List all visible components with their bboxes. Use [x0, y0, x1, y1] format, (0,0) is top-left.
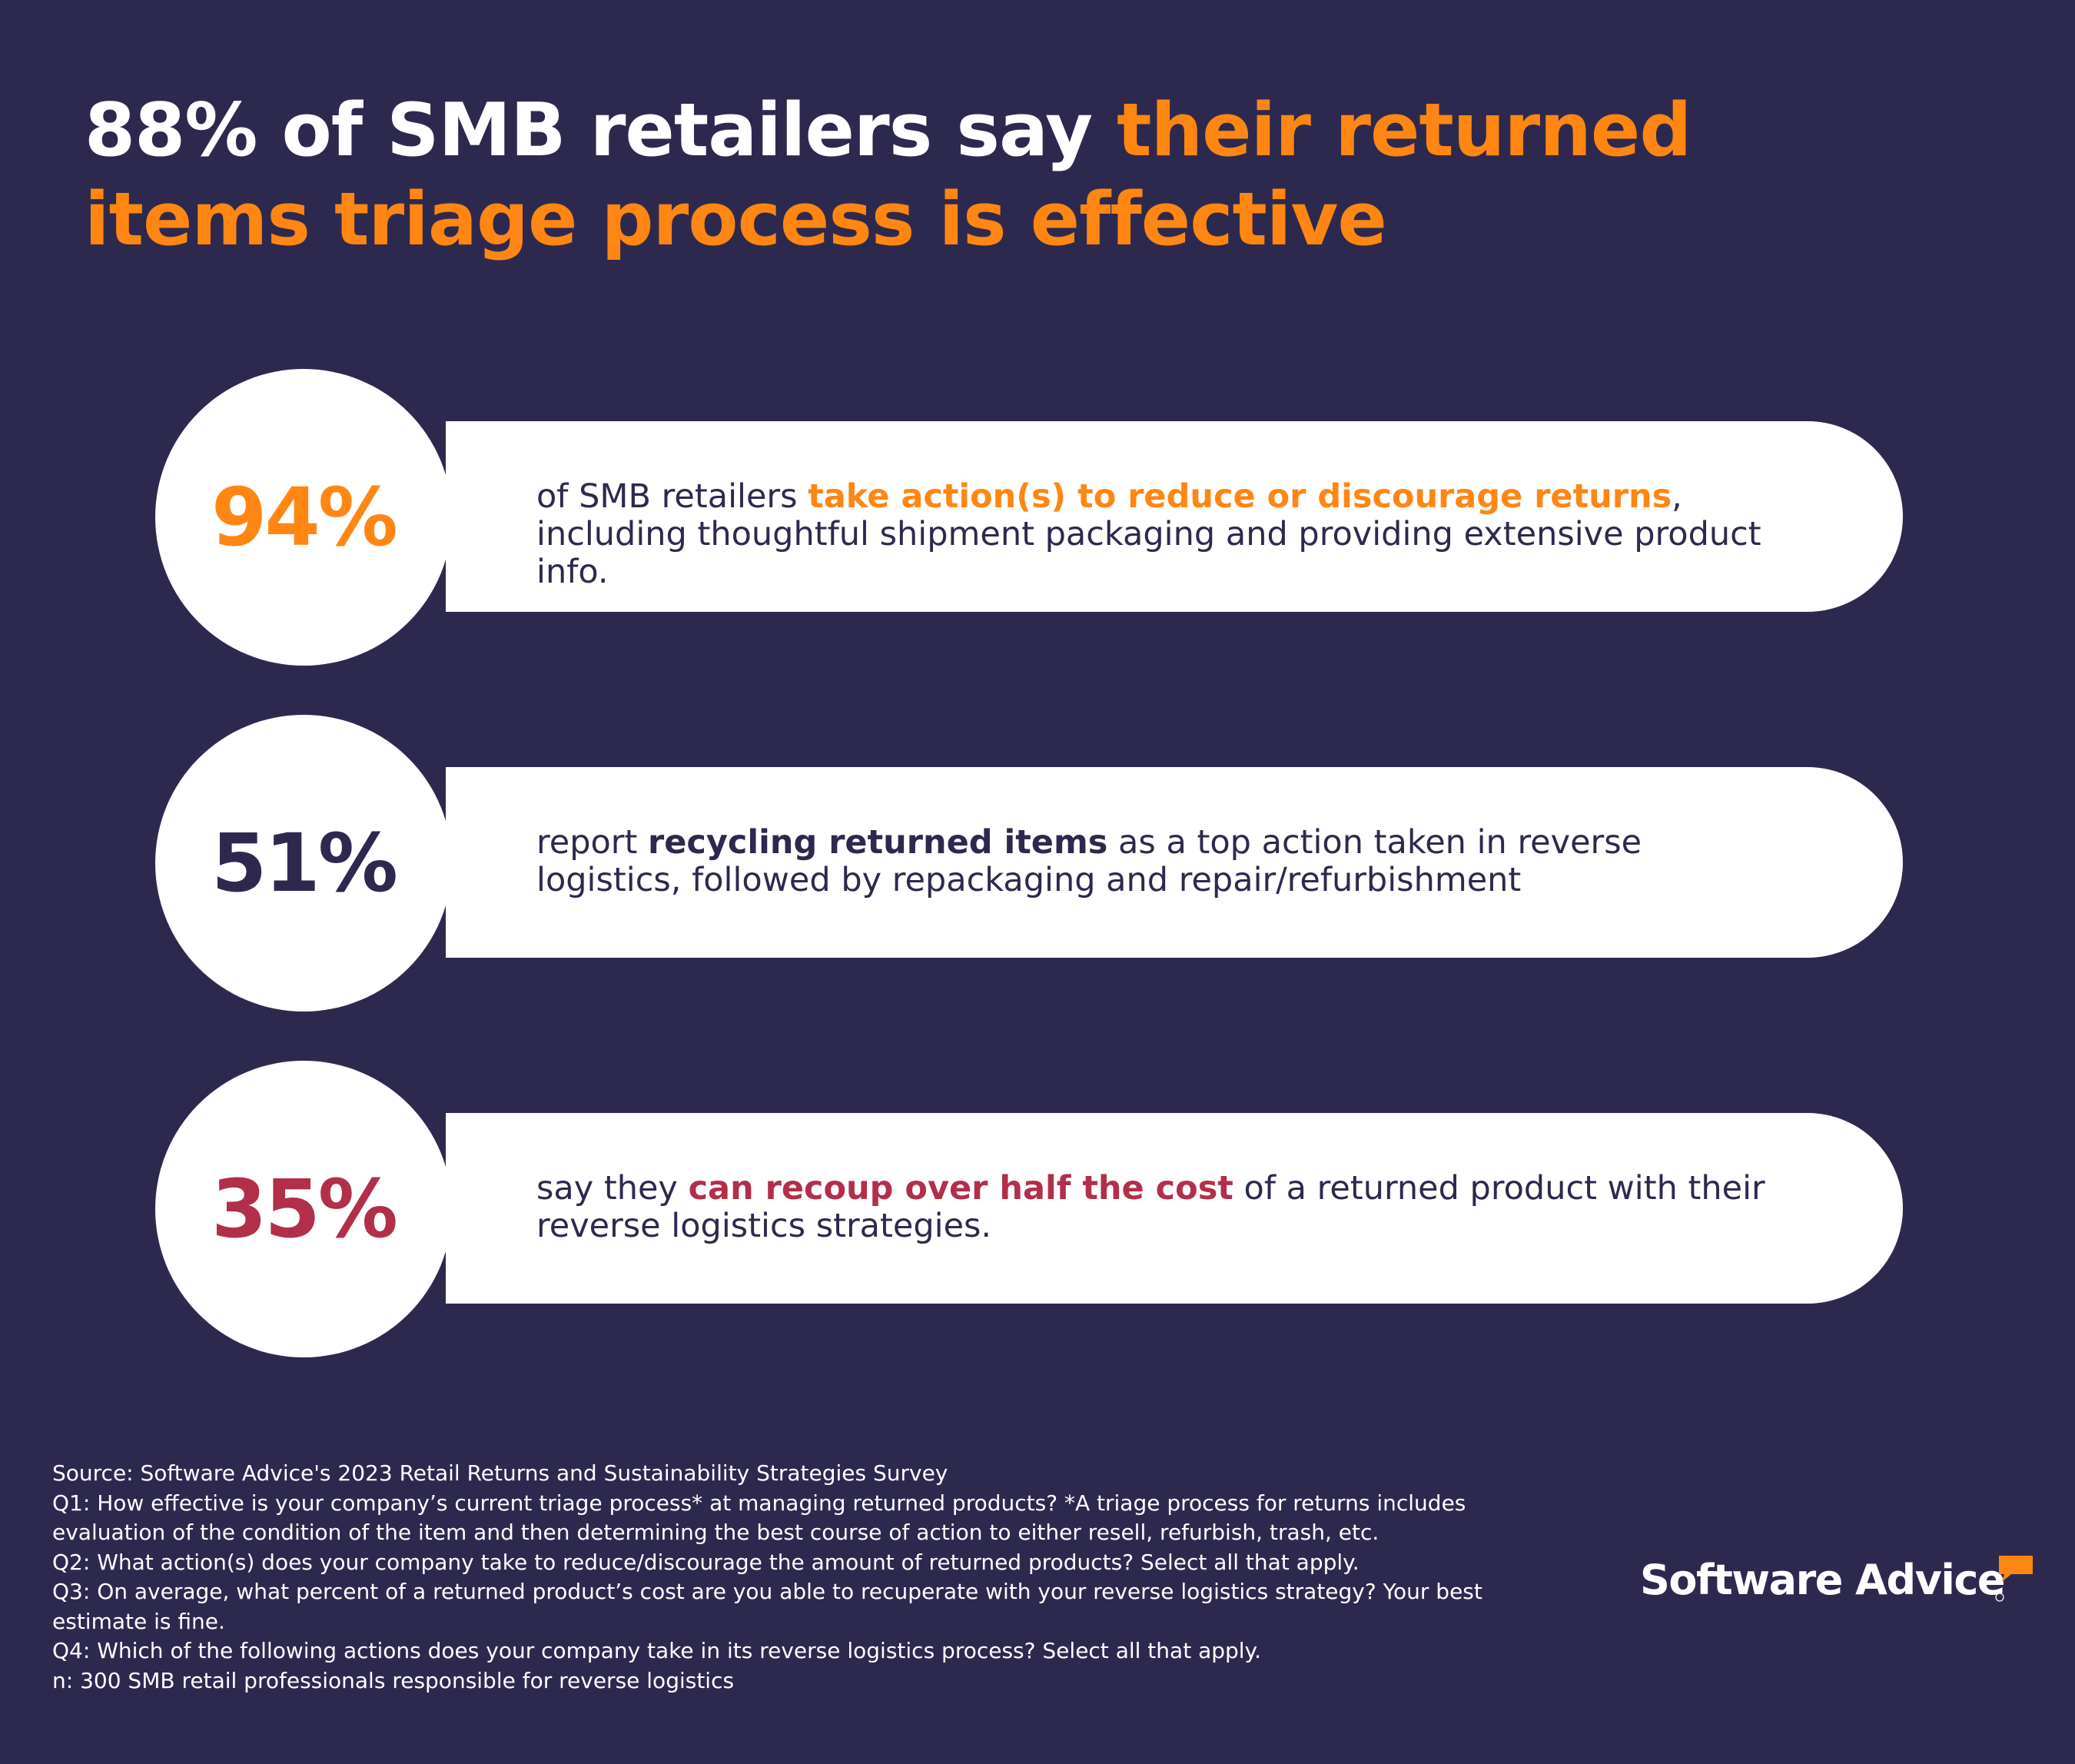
- stat-description: of SMB retailers take action(s) to reduc…: [536, 478, 1797, 591]
- headline: 88% of SMB retailers say their returned …: [85, 86, 1852, 264]
- software-advice-logo: Software Advice: [1640, 1550, 2040, 1611]
- footnote-q4: Q4: Which of the following actions does …: [52, 1638, 1262, 1663]
- stat-description: report recycling returned items as a top…: [536, 824, 1797, 899]
- stat-circle: 35%: [155, 1061, 452, 1357]
- stat-text-before: say they: [536, 1169, 689, 1208]
- speech-bubble-icon: [1999, 1556, 2033, 1582]
- headline-white: 88% of SMB retailers say: [85, 88, 1117, 173]
- logo-text: Software Advice: [1640, 1556, 2005, 1604]
- footnote-source: Source: Software Advice's 2023 Retail Re…: [52, 1460, 948, 1486]
- stat-highlight: take action(s) to reduce or discourage r…: [808, 477, 1672, 516]
- stat-text-after: of a returned product with their reverse…: [536, 1169, 1765, 1245]
- footnote-sample-size: n: 300 SMB retail professionals responsi…: [52, 1667, 735, 1693]
- stat-highlight: recycling returned items: [648, 823, 1108, 862]
- stat-text-after: , including thoughtful shipment packagin…: [536, 477, 1761, 591]
- stat-circle: 94%: [155, 369, 452, 666]
- stat-value: 94%: [211, 470, 398, 564]
- stat-pill: [446, 1113, 1903, 1304]
- stat-text-after: as a top action taken in reverse logisti…: [536, 823, 1642, 899]
- stat-circle: 51%: [155, 715, 452, 1012]
- stat-highlight: can recoup over half the cost: [688, 1169, 1233, 1208]
- footnote-q2: Q2: What action(s) does your company tak…: [52, 1549, 1360, 1575]
- stat-pill: [446, 421, 1903, 612]
- stat-text-before: of SMB retailers: [536, 477, 808, 516]
- stat-row-35: say they can recoup over half the cost o…: [0, 1061, 2075, 1360]
- registered-mark-icon: [1995, 1593, 2004, 1602]
- headline-highlight: their returned items triage process is e…: [85, 88, 1692, 262]
- footnote-q1: Q1: How effective is your company’s curr…: [52, 1490, 1466, 1546]
- footnotes: Source: Software Advice's 2023 Retail Re…: [52, 1459, 1512, 1696]
- stat-pill: [446, 767, 1903, 958]
- stat-row-51: report recycling returned items as a top…: [0, 715, 2075, 1015]
- stat-value: 35%: [211, 1162, 398, 1256]
- stat-description: say they can recoup over half the cost o…: [536, 1170, 1797, 1245]
- stat-row-94: of SMB retailers take action(s) to reduc…: [0, 369, 2075, 669]
- stat-value: 51%: [211, 816, 398, 910]
- stat-text-before: report: [536, 823, 648, 862]
- footnote-q3: Q3: On average, what percent of a return…: [52, 1579, 1482, 1634]
